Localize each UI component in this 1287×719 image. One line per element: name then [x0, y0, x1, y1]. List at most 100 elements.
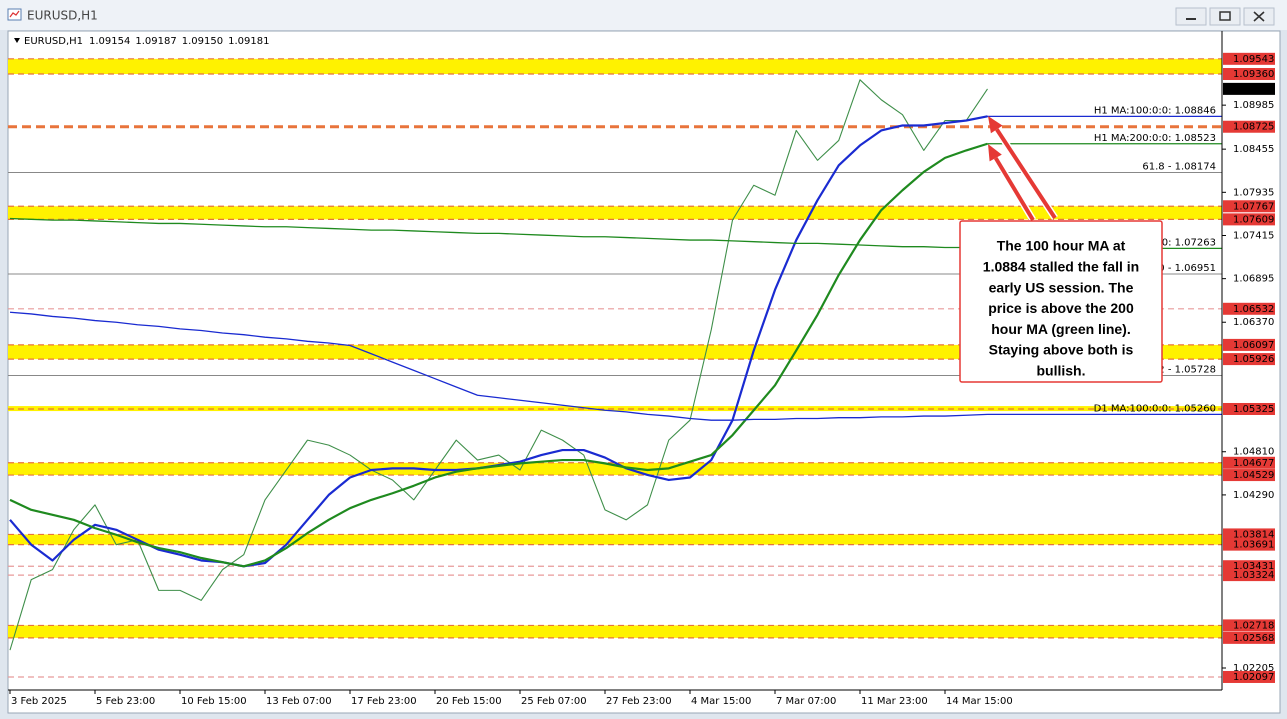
zone [8, 625, 1222, 638]
x-tick-label: 11 Mar 23:00 [861, 696, 928, 707]
minimize-button[interactable] [1175, 7, 1207, 26]
level-price-label: 1.05325 [1233, 404, 1274, 415]
y-tick-label: 1.08455 [1233, 144, 1274, 155]
header-text: EURUSD,H1 1.09154 1.09187 1.09150 1.09181 [24, 36, 269, 47]
annotation-text: price is above the 200 [988, 300, 1134, 316]
level-price-label: 1.02097 [1233, 672, 1274, 683]
current-price-box [1223, 82, 1275, 95]
level-price-box [1223, 200, 1275, 213]
level-price-box [1223, 302, 1275, 315]
x-tick-label: 7 Mar 07:00 [776, 696, 836, 707]
maximize-button[interactable] [1209, 7, 1241, 26]
level-price-label: 1.09360 [1233, 69, 1274, 80]
chart-header: EURUSD,H1 1.09154 1.09187 1.09150 1.09181 [14, 36, 269, 47]
fib-label: 50.0 - 1.06951 [1142, 263, 1216, 274]
current-price-label: 1.09181 [1233, 84, 1274, 95]
level-price-label: 1.03691 [1233, 540, 1274, 551]
level-price-box [1223, 402, 1275, 415]
x-tick-label: 25 Feb 07:00 [521, 696, 587, 707]
price-line [9, 79, 988, 651]
level-price-label: 1.03814 [1233, 529, 1274, 540]
x-tick-label: 17 Feb 23:00 [351, 696, 417, 707]
annotation-box [959, 220, 1163, 383]
y-tick-label: 1.08985 [1233, 100, 1274, 111]
header-close: 1.09181 [228, 36, 269, 47]
x-tick-label: 27 Feb 23:00 [606, 696, 672, 707]
y-tick-label: 1.07935 [1233, 187, 1274, 198]
x-tick-label: 14 Mar 15:00 [946, 696, 1013, 707]
level-price-label: 1.03324 [1233, 570, 1274, 581]
annotation-arrows [988, 116, 1058, 222]
header-symbol: EURUSD,H1 [24, 36, 83, 47]
level-price-label: 1.04677 [1233, 458, 1274, 469]
ma-line [9, 142, 988, 568]
ma-label: D1 MA:100:0:0: 1.05260 [1094, 403, 1216, 414]
header-open: 1.09154 [89, 36, 130, 47]
zone [8, 58, 1222, 75]
annotation-text: 1.0884 stalled the fall in [983, 259, 1139, 275]
y-tick-label: 1.02205 [1233, 663, 1274, 674]
title-bar [0, 0, 1287, 30]
level-price-box [1223, 670, 1275, 683]
annotation: The 100 hour MA at 1.0884 stalled the fal… [959, 116, 1163, 383]
level-price-label: 1.06097 [1233, 340, 1274, 351]
close-button[interactable] [1243, 7, 1275, 26]
level-price-box [1223, 569, 1275, 582]
x-tick-label: 20 Feb 15:00 [436, 696, 502, 707]
level-price-label: 1.06532 [1233, 304, 1274, 315]
window-title: EURUSD,H1 [27, 9, 98, 23]
y-tick-label: 1.07415 [1233, 230, 1274, 241]
level-price-label: 1.05926 [1233, 354, 1274, 365]
zone [8, 462, 1222, 476]
x-tick-label: 10 Feb 15:00 [181, 696, 247, 707]
ma-line [9, 311, 988, 421]
ma-label: H1 MA:100:0:0: 1.08846 [1094, 105, 1216, 116]
x-tick-label: 4 Mar 15:00 [691, 696, 751, 707]
zone [8, 344, 1222, 360]
zone [8, 406, 1222, 412]
x-tick-label: 13 Feb 07:00 [266, 696, 332, 707]
level-price-box [1223, 213, 1275, 226]
level-price-label: 1.07767 [1233, 201, 1274, 212]
level-price-label: 1.02568 [1233, 633, 1274, 644]
fib-label: 38.2 - 1.05728 [1142, 365, 1216, 376]
window-icon [7, 8, 22, 21]
zone [8, 206, 1222, 220]
ma-label: H1 MA:200:0:0: 1.08523 [1094, 133, 1216, 144]
level-price-box [1223, 338, 1275, 351]
level-price-box [1223, 68, 1275, 81]
level-price-label: 1.08725 [1233, 122, 1274, 133]
annotation-text: Staying above both is [989, 342, 1134, 358]
ma-line [9, 217, 988, 250]
level-price-label: 1.07609 [1233, 214, 1274, 225]
annotation-text: bullish. [1037, 363, 1086, 379]
header-low: 1.09150 [182, 36, 223, 47]
x-tick-label: 3 Feb 2025 [11, 696, 67, 707]
plot: 61.8 - 1.08174 50.0 - 1.06951 38.2 - 1.057… [8, 52, 1275, 707]
annotation-text: The 100 hour MA at [997, 238, 1126, 254]
level-price-box [1223, 538, 1275, 551]
y-tick-label: 1.06895 [1233, 274, 1274, 285]
y-tick-label: 1.06370 [1233, 317, 1274, 328]
x-tick-label: 5 Feb 23:00 [96, 696, 155, 707]
fib-label: 61.8 - 1.08174 [1142, 161, 1216, 172]
level-price-box [1223, 52, 1275, 65]
level-price-box [1223, 120, 1275, 133]
level-price-box [1223, 631, 1275, 644]
level-price-label: 1.09543 [1233, 54, 1274, 65]
zone [8, 534, 1222, 545]
annotation-text: hour MA (green line). [991, 321, 1130, 337]
level-price-label: 1.04529 [1233, 470, 1274, 481]
header-high: 1.09187 [135, 36, 176, 47]
level-price-box [1223, 353, 1275, 366]
y-tick-label: 1.04810 [1233, 447, 1274, 458]
annotation-text: early US session. The [989, 279, 1134, 295]
level-price-box [1223, 619, 1275, 632]
level-price-box [1223, 469, 1275, 482]
level-price-box [1223, 528, 1275, 541]
header-arrow [14, 38, 20, 43]
level-price-box [1223, 456, 1275, 469]
y-tick-label: 1.04290 [1233, 490, 1274, 501]
